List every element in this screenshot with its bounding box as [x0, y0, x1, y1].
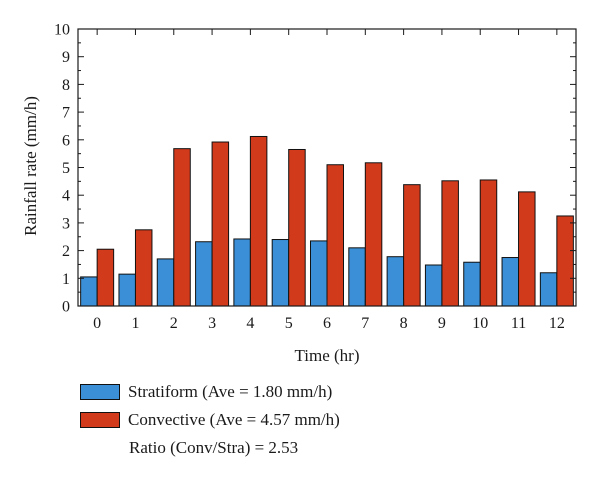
- bar-stratiform-12: [539, 272, 558, 307]
- bar-convective-2: [173, 148, 191, 307]
- bar-convective-12: [556, 215, 574, 307]
- x-tick-label-1: 1: [131, 315, 139, 332]
- y-tick-label-10: 10: [54, 22, 70, 39]
- bar-convective-0: [96, 248, 115, 307]
- legend-item-stratiform: Stratiform (Ave = 1.80 mm/h): [80, 378, 340, 406]
- x-tick-label-10: 10: [472, 315, 488, 332]
- y-tick-label-8: 8: [62, 77, 70, 94]
- bar-stratiform-4: [233, 238, 251, 307]
- convective-legend-label: Convective (Ave = 4.57 mm/h): [128, 410, 340, 429]
- y-tick-label-3: 3: [62, 215, 70, 232]
- y-tick-label-0: 0: [62, 299, 70, 316]
- y-axis-title: Rainfall rate (mm/h): [21, 96, 40, 236]
- convective-swatch: [80, 412, 120, 428]
- x-tick-label-3: 3: [208, 315, 216, 332]
- x-tick-label-11: 11: [511, 315, 526, 332]
- y-tick-label-7: 7: [62, 105, 70, 122]
- bar-convective-11: [518, 191, 536, 307]
- x-tick-label-8: 8: [400, 315, 408, 332]
- x-tick-label-4: 4: [246, 315, 254, 332]
- x-tick-label-5: 5: [285, 315, 293, 332]
- bar-convective-7: [364, 162, 383, 307]
- x-tick-label-6: 6: [323, 315, 331, 332]
- bar-stratiform-6: [310, 240, 328, 307]
- ratio-text: Ratio (Conv/Stra) = 2.53: [129, 438, 299, 457]
- y-tick-label-4: 4: [62, 188, 70, 205]
- bar-convective-1: [134, 229, 153, 307]
- y-tick-label-6: 6: [62, 132, 70, 149]
- x-axis-title: Time (hr): [294, 346, 359, 365]
- stratiform-legend-label: Stratiform (Ave = 1.80 mm/h): [128, 382, 333, 401]
- x-tick-label-7: 7: [361, 315, 369, 332]
- bar-stratiform-1: [118, 273, 136, 307]
- x-tick-label-12: 12: [549, 315, 565, 332]
- bars-group: [80, 135, 574, 307]
- stratiform-swatch: [80, 384, 120, 400]
- y-tick-label-5: 5: [62, 160, 70, 177]
- bar-convective-10: [479, 179, 498, 307]
- bar-convective-5: [288, 148, 306, 307]
- legend: Stratiform (Ave = 1.80 mm/h) Convective …: [80, 378, 340, 462]
- bar-stratiform-8: [386, 256, 405, 307]
- bar-convective-6: [326, 164, 344, 307]
- legend-item-convective: Convective (Ave = 4.57 mm/h): [80, 406, 340, 434]
- bar-stratiform-3: [195, 241, 213, 307]
- bar-stratiform-7: [348, 247, 366, 307]
- bar-stratiform-10: [463, 261, 481, 307]
- bar-stratiform-2: [156, 258, 175, 307]
- x-tick-label-9: 9: [438, 315, 446, 332]
- x-tick-label-0: 0: [93, 315, 101, 332]
- bar-convective-8: [403, 184, 421, 307]
- y-tick-label-2: 2: [62, 243, 70, 260]
- bar-stratiform-9: [424, 264, 443, 307]
- x-tick-label-2: 2: [170, 315, 178, 332]
- bar-stratiform-0: [80, 276, 98, 307]
- bar-convective-9: [441, 180, 459, 307]
- bar-stratiform-11: [501, 257, 520, 307]
- ratio-row: Ratio (Conv/Stra) = 2.53: [80, 434, 340, 462]
- bar-stratiform-5: [271, 239, 290, 307]
- bar-convective-3: [211, 141, 230, 307]
- y-tick-label-9: 9: [62, 49, 70, 66]
- bar-convective-4: [249, 135, 268, 307]
- y-tick-label-1: 1: [62, 271, 70, 288]
